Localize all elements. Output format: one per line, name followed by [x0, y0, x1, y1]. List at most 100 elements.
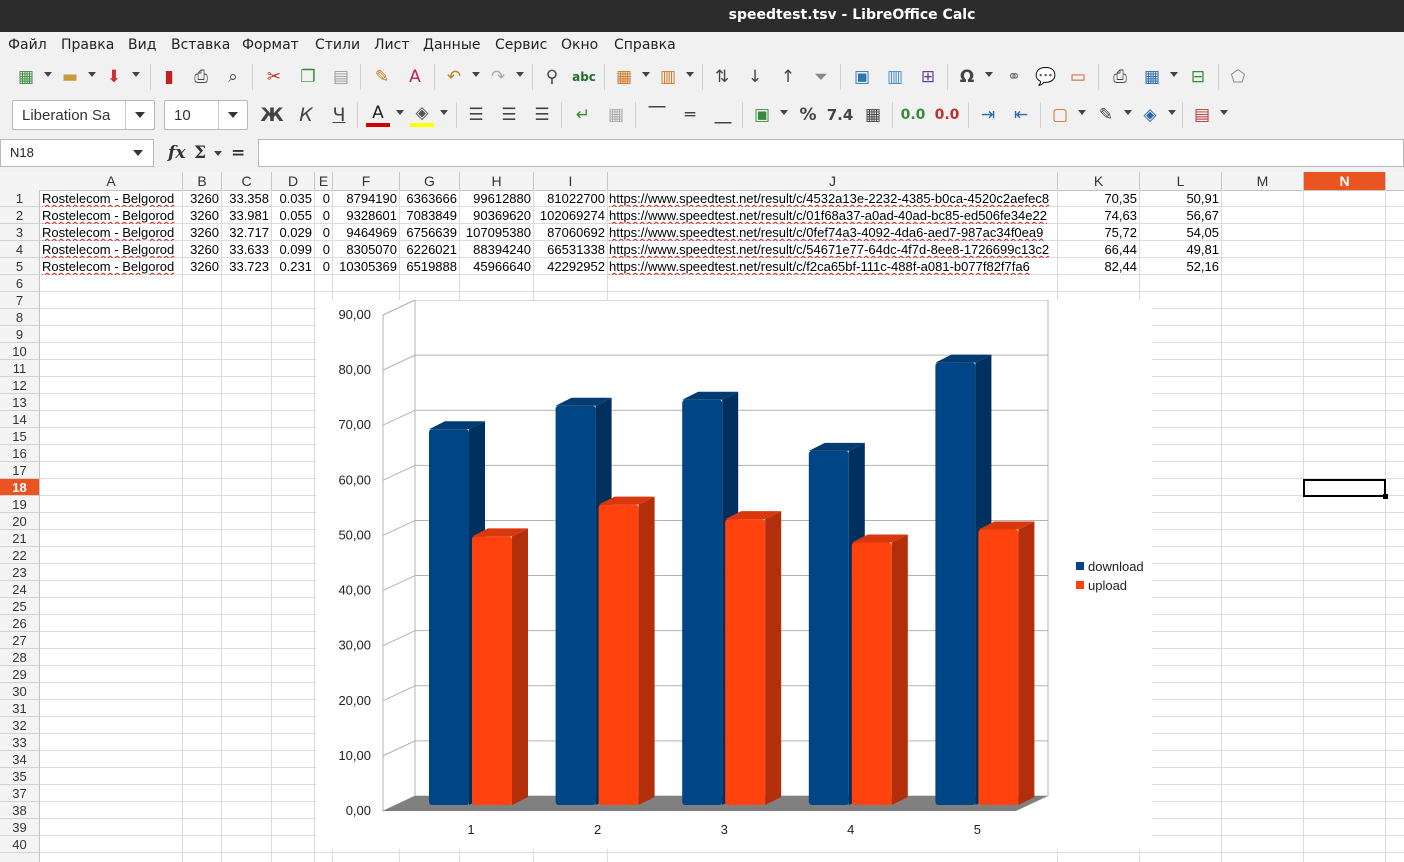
chevron-down-icon[interactable]	[125, 101, 154, 129]
clear-formatting-icon[interactable]: A	[409, 67, 421, 87]
cell-g5[interactable]: 6519888	[406, 259, 457, 274]
insert-chart-icon[interactable]: ▥	[886, 67, 904, 87]
row-header[interactable]: 13	[0, 394, 39, 411]
row-dropdown-icon[interactable]	[642, 72, 650, 77]
cell-c5[interactable]: 33.723	[229, 259, 269, 274]
font-color-icon[interactable]: A	[366, 103, 390, 127]
cell-f3[interactable]: 9464969	[346, 225, 397, 240]
row-header[interactable]: 17	[0, 462, 39, 479]
row-header[interactable]: 35	[0, 768, 39, 785]
row-header[interactable]: 34	[0, 751, 39, 768]
column-header-d[interactable]: D	[272, 172, 315, 190]
menu-file[interactable]: Файл	[8, 37, 47, 53]
column-header-i[interactable]: I	[534, 172, 608, 190]
number-format-icon[interactable]: 7.4	[826, 106, 854, 124]
copy-icon[interactable]: ❐	[300, 67, 316, 87]
cell-g3[interactable]: 6756639	[406, 225, 457, 240]
row-header[interactable]: 25	[0, 598, 39, 615]
menu-styles[interactable]: Стили	[315, 37, 361, 53]
cell-h3[interactable]: 107095380	[465, 225, 531, 240]
column-header-a[interactable]: A	[40, 172, 183, 190]
column-icon[interactable]: ▥	[659, 67, 677, 87]
cell-g1[interactable]: 6363666	[406, 191, 457, 206]
cell-e5[interactable]: 0	[322, 259, 330, 274]
row-header[interactable]: 9	[0, 326, 39, 343]
cell-d1[interactable]: 0.035	[279, 191, 312, 206]
cut-icon[interactable]: ✂	[266, 67, 282, 87]
underline-icon[interactable]: Ч	[332, 104, 346, 126]
column-header-n[interactable]: N	[1304, 172, 1386, 190]
fill-handle[interactable]	[1383, 494, 1388, 499]
cell-b2[interactable]: 3260	[190, 208, 219, 223]
cell-i2[interactable]: 102069274	[539, 208, 605, 223]
menu-window[interactable]: Окно	[561, 37, 599, 53]
cell-l1[interactable]: 50,91	[1186, 191, 1219, 206]
insert-image-icon[interactable]: ▣	[853, 67, 871, 87]
cell-k5[interactable]: 82,44	[1104, 259, 1137, 274]
row-header[interactable]: 30	[0, 683, 39, 700]
cell-l5[interactable]: 52,16	[1186, 259, 1219, 274]
conditional-dropdown-icon[interactable]	[1220, 110, 1228, 115]
decrease-indent-icon[interactable]: ⇤	[1013, 105, 1029, 125]
border-color-dropdown-icon[interactable]	[1168, 110, 1176, 115]
delete-decimal-icon[interactable]: 0.0	[934, 107, 960, 123]
cell-k4[interactable]: 66,44	[1104, 242, 1137, 257]
define-print-area-icon[interactable]: ⎙	[1113, 67, 1127, 87]
clone-formatting-icon[interactable]: ✎	[374, 67, 390, 87]
cell-f2[interactable]: 9328601	[346, 208, 397, 223]
row-header[interactable]: 10	[0, 343, 39, 360]
cell-c1[interactable]: 33.358	[229, 191, 269, 206]
name-box[interactable]: N18	[0, 139, 154, 167]
row-header[interactable]: 15	[0, 428, 39, 445]
header-footer-icon[interactable]: ▭	[1069, 67, 1087, 87]
row-header[interactable]: 5	[0, 258, 39, 275]
open-dropdown-icon[interactable]	[88, 72, 96, 77]
cell-a2[interactable]: Rostelecom - Belgorod	[42, 208, 175, 223]
cell-a5[interactable]: Rostelecom - Belgorod	[42, 259, 175, 274]
cell-i4[interactable]: 66531338	[547, 242, 605, 257]
column-header-k[interactable]: K	[1058, 172, 1140, 190]
align-bottom-icon[interactable]: ⎽	[714, 105, 732, 125]
highlight-dropdown-icon[interactable]	[440, 110, 448, 115]
borders-dropdown-icon[interactable]	[1078, 110, 1086, 115]
cell-g2[interactable]: 7083849	[406, 208, 457, 223]
row-header[interactable]: 23	[0, 564, 39, 581]
sum-button[interactable]: Σ	[194, 143, 207, 163]
row-header[interactable]: 1	[0, 190, 39, 207]
formula-button[interactable]: =	[231, 143, 246, 163]
cell-k1[interactable]: 70,35	[1104, 191, 1137, 206]
cell-c2[interactable]: 33.981	[229, 208, 269, 223]
row-header[interactable]: 2	[0, 207, 39, 224]
row-header[interactable]: 21	[0, 530, 39, 547]
cell-b4[interactable]: 3260	[190, 242, 219, 257]
sort-ascending-icon[interactable]: ↓	[747, 67, 763, 87]
menu-edit[interactable]: Правка	[61, 37, 115, 53]
row-header[interactable]: 16	[0, 445, 39, 462]
menu-data[interactable]: Данные	[423, 37, 481, 53]
center-vertically-icon[interactable]: ═	[684, 105, 696, 125]
print-preview-icon[interactable]: ⌕	[228, 67, 238, 87]
print-icon[interactable]: ⎙	[194, 67, 208, 87]
cell-k3[interactable]: 75,72	[1104, 225, 1137, 240]
align-top-icon[interactable]: ⎺	[648, 105, 666, 125]
row-header[interactable]: 22	[0, 547, 39, 564]
cell-l2[interactable]: 56,67	[1186, 208, 1219, 223]
row-icon[interactable]: ▦	[615, 67, 633, 87]
menu-sheet[interactable]: Лист	[374, 37, 410, 53]
font-size-combo[interactable]: 10	[164, 100, 248, 130]
row-header[interactable]: 27	[0, 632, 39, 649]
paste-icon[interactable]: ▤	[332, 67, 350, 87]
freeze-rows-columns-icon[interactable]: ▦	[1143, 67, 1161, 87]
font-color-dropdown-icon[interactable]	[396, 110, 404, 115]
special-character-icon[interactable]: Ω	[959, 67, 975, 87]
spelling-icon[interactable]: abc	[572, 70, 596, 84]
menu-tools[interactable]: Сервис	[495, 37, 548, 53]
sort-descending-icon[interactable]: ↑	[780, 67, 796, 87]
undo-dropdown-icon[interactable]	[472, 72, 480, 77]
row-header[interactable]: 32	[0, 717, 39, 734]
new-document-icon[interactable]: ▦	[17, 67, 35, 87]
row-header[interactable]: 19	[0, 496, 39, 513]
cell-d3[interactable]: 0.029	[279, 225, 312, 240]
save-icon[interactable]: ⬇	[106, 67, 122, 87]
row-header[interactable]: 26	[0, 615, 39, 632]
